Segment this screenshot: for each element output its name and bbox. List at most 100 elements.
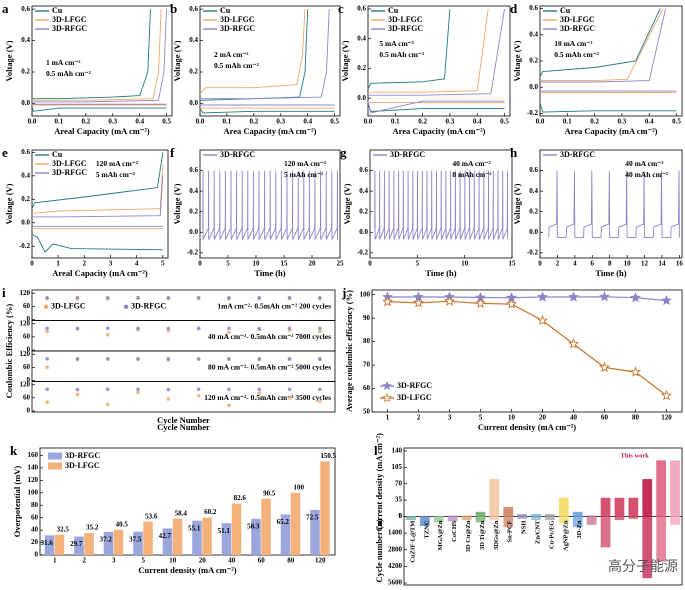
- bar: [143, 521, 153, 555]
- data-point: [227, 403, 231, 408]
- y-tick-label: 2800: [388, 545, 403, 553]
- series-line: [32, 9, 168, 105]
- x-tick-label: 0.1: [563, 118, 572, 126]
- point-marker: [599, 361, 610, 373]
- plot-frame: [371, 289, 683, 413]
- x-axis-label: Areal Capacity (mA cm⁻²): [54, 126, 150, 136]
- bar: [74, 536, 84, 555]
- point-marker: [475, 297, 486, 308]
- data-point: [287, 295, 292, 300]
- y-tick-label: 0.6: [529, 4, 538, 12]
- legend-label: Cu: [52, 6, 63, 15]
- y-tick-label: 0.2: [21, 68, 30, 76]
- data-point: [105, 295, 110, 300]
- y-tick-label: 80: [31, 501, 39, 509]
- data-point: [318, 329, 322, 333]
- y-tick-label: 0: [399, 512, 403, 520]
- point-marker: [661, 389, 672, 401]
- data-point: [257, 295, 262, 300]
- x-tick-label: 10: [169, 557, 177, 565]
- x-tick-label: 0: [30, 260, 34, 268]
- x-tick-label: 0.1: [223, 118, 232, 126]
- point-marker: [630, 366, 641, 377]
- panel-label: l: [374, 443, 378, 458]
- x-tick-label: 0.0: [536, 118, 545, 126]
- y-tick-label: 100: [360, 290, 371, 298]
- y-tick-label: 0.2: [21, 195, 30, 203]
- series-line: [31, 164, 164, 230]
- x-axis-label: Time (h): [595, 268, 626, 278]
- y-axis-label: Voltage (V): [512, 40, 522, 81]
- x-axis-label: Time (h): [254, 268, 285, 278]
- series-line: [387, 300, 667, 397]
- y-axis-label: Voltage (V): [172, 40, 182, 81]
- point-marker: [568, 291, 579, 302]
- bar: [172, 518, 183, 555]
- y-tick-label: 60: [23, 363, 31, 371]
- x-tick-label: 0.3: [276, 118, 285, 126]
- series-line: [539, 8, 677, 113]
- x-tick-label: 60: [601, 414, 609, 422]
- y-tick-label: 120: [20, 380, 31, 388]
- value-label: 35.2: [86, 524, 99, 532]
- annotation: 120 mA cm⁻²: [284, 159, 327, 168]
- y-tick-label: 0.6: [357, 5, 366, 13]
- bar: [656, 516, 667, 562]
- plot-frame: [31, 5, 173, 117]
- data-point: [318, 387, 322, 392]
- value-label: 150.5: [320, 452, 336, 460]
- value-label: 42.7: [159, 532, 172, 540]
- bar: [231, 503, 242, 555]
- value-label: 90.5: [263, 489, 276, 497]
- annotation: 40 mA cm⁻²: [452, 159, 491, 168]
- legend-label: 3D-RFGC: [52, 168, 87, 177]
- bar: [280, 514, 291, 555]
- series-line: [199, 9, 335, 109]
- value-label: 100: [294, 483, 305, 491]
- plot-frame: [31, 381, 336, 413]
- data-point: [166, 295, 171, 300]
- data-point: [136, 326, 140, 331]
- x-tick-label: 0.3: [108, 118, 117, 126]
- x-tick-label: 0.2: [590, 118, 599, 126]
- x-tick-label: 0.0: [28, 118, 37, 126]
- panel-note: 40 mA cm⁻²- 0.5mAh cm⁻² 7000 cycles: [208, 332, 331, 341]
- x-tick-label: 0.5: [330, 118, 339, 126]
- bar: [600, 516, 611, 548]
- x-tick-label: 4: [135, 260, 139, 268]
- bar: [531, 514, 541, 517]
- y-tick-label: 60: [23, 393, 31, 401]
- series-line: [540, 8, 677, 92]
- annotation: 0.5 mAh cm⁻²: [214, 61, 259, 70]
- panel-label: j: [341, 285, 346, 300]
- x-tick-label: 20: [199, 557, 207, 565]
- point-marker: [661, 294, 672, 306]
- bar: [84, 533, 94, 555]
- x-tick-label: 0.1: [391, 118, 400, 126]
- value-label: 60.2: [204, 508, 217, 516]
- x-tick-label: 2: [83, 557, 87, 565]
- bar: [642, 516, 653, 579]
- bar: [614, 516, 625, 521]
- series-line: [31, 9, 167, 112]
- point-marker: [382, 296, 393, 307]
- data-point: [257, 326, 262, 331]
- series-line: [32, 175, 164, 227]
- value-label: 65.2: [277, 518, 290, 526]
- data-point: [227, 387, 231, 392]
- y-tick-label: -0.2: [357, 248, 369, 256]
- y-tick-label: 70: [363, 361, 371, 369]
- x-tick-label: 10: [461, 260, 469, 268]
- y-tick-label: 120: [28, 476, 39, 484]
- category-label: 3D Cu@Zn: [465, 520, 472, 552]
- bar: [600, 497, 611, 517]
- bar: [503, 507, 514, 517]
- value-label: 58.4: [175, 509, 188, 517]
- data-point: [45, 329, 49, 334]
- plot-frame: [31, 149, 169, 259]
- category-label: TZNC: [423, 520, 430, 538]
- y-tick-label: 0.2: [189, 68, 198, 76]
- legend-label: 3D-LFGC: [560, 15, 595, 24]
- x-tick-label: 0.1: [55, 118, 64, 126]
- x-tick-label: 40: [228, 557, 236, 565]
